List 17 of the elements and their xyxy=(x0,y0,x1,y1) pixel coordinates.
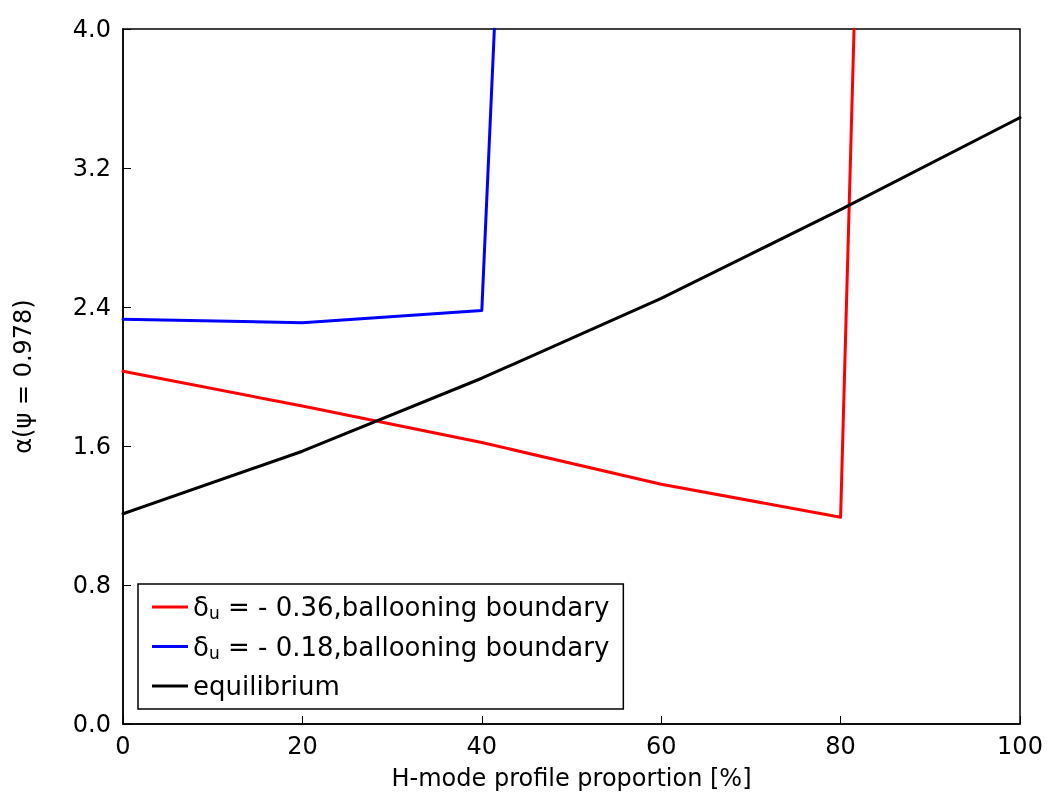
x-axis-title: H-mode profile proportion [%] xyxy=(391,764,752,792)
line-series xyxy=(121,27,856,519)
y-tick-label: 3.2 xyxy=(72,154,111,182)
x-tick-label: 0 xyxy=(115,732,131,760)
x-tick-label: 100 xyxy=(997,732,1043,760)
y-tick-label: 1.6 xyxy=(72,432,111,460)
legend-label: equilibrium xyxy=(193,671,340,701)
y-tick-label: 2.4 xyxy=(72,293,111,321)
line-series xyxy=(121,27,496,325)
x-tick-label: 60 xyxy=(645,732,677,760)
y-axis-title: α(ψ = 0.978) xyxy=(9,299,37,454)
x-tick-label: 20 xyxy=(287,732,318,760)
y-tick-label: 4.0 xyxy=(72,15,111,43)
x-tick-label: 80 xyxy=(825,732,856,760)
y-tick-label: 0.0 xyxy=(72,710,111,738)
x-tick-label: 40 xyxy=(466,732,498,760)
y-tick-label: 0.8 xyxy=(72,571,111,599)
